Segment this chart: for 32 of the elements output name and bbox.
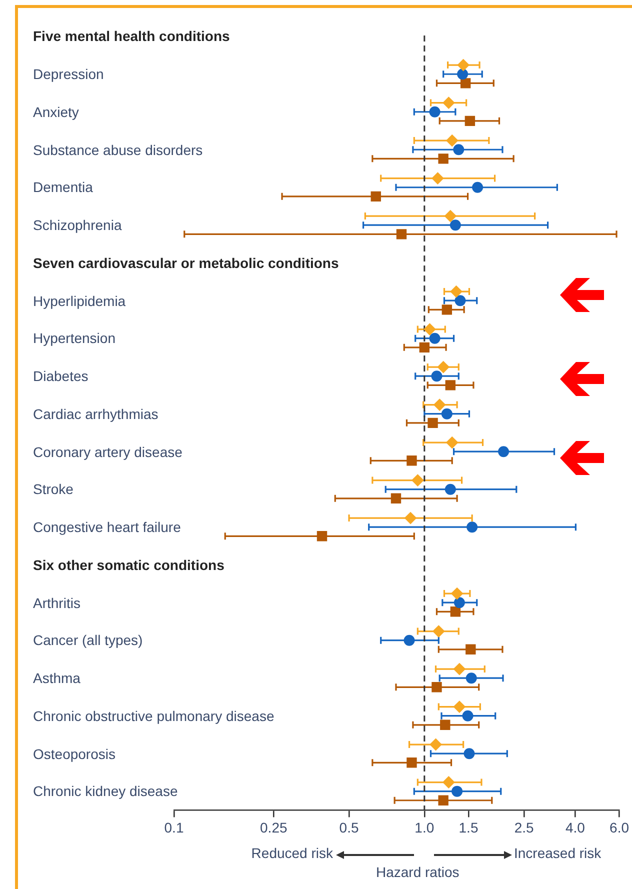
y-tick-label: Anxiety — [33, 102, 79, 121]
y-tick-label: Hyperlipidemia — [33, 292, 126, 310]
x-tick-label: 0.1 — [164, 819, 184, 836]
x-tick-label: 6.0 — [610, 819, 630, 836]
y-tick-label: Osteoporosis — [33, 744, 116, 763]
y-tick-label: Cancer (all types) — [33, 631, 143, 650]
y-tick-label: Coronary artery disease — [33, 442, 182, 461]
x-tick-label: 1.0 — [414, 819, 434, 836]
y-tick-label: Six other somatic conditions — [33, 556, 224, 574]
y-tick-label: Asthma — [33, 669, 80, 688]
y-tick-label: Seven cardiovascular or metabolic conditions — [33, 254, 339, 272]
y-tick-label: Schizophrenia — [33, 216, 122, 234]
x-tick-label: 1.5 — [458, 819, 478, 836]
y-tick-label: Stroke — [33, 480, 74, 498]
text: Increased risk — [514, 845, 602, 861]
y-tick-label: Chronic obstructive pulmonary disease — [33, 706, 274, 725]
text: Reduced risk — [251, 845, 333, 861]
y-tick-label: Congestive heart failure — [33, 518, 181, 536]
x-tick-label: 0.25 — [260, 819, 288, 836]
y-tick-label: Dementia — [33, 178, 93, 196]
y-tick-label: Depression — [33, 65, 104, 84]
y-tick-label: Five mental health conditions — [33, 27, 230, 46]
y-tick-label: Hypertension — [33, 329, 116, 348]
y-tick-label: Chronic kidney disease — [33, 782, 178, 800]
x-tick-label: 4.0 — [565, 819, 586, 836]
x-axis-title: Hazard ratios — [376, 864, 460, 880]
y-tick-label: Arthritis — [33, 594, 80, 612]
y-tick-label: Substance abuse disorders — [33, 140, 203, 159]
x-tick-label: 0.5 — [339, 819, 359, 836]
x-tick-label: 2.5 — [514, 819, 534, 836]
y-tick-label: Diabetes — [33, 367, 88, 386]
y-tick-label: Cardiac arrhythmias — [33, 404, 158, 423]
